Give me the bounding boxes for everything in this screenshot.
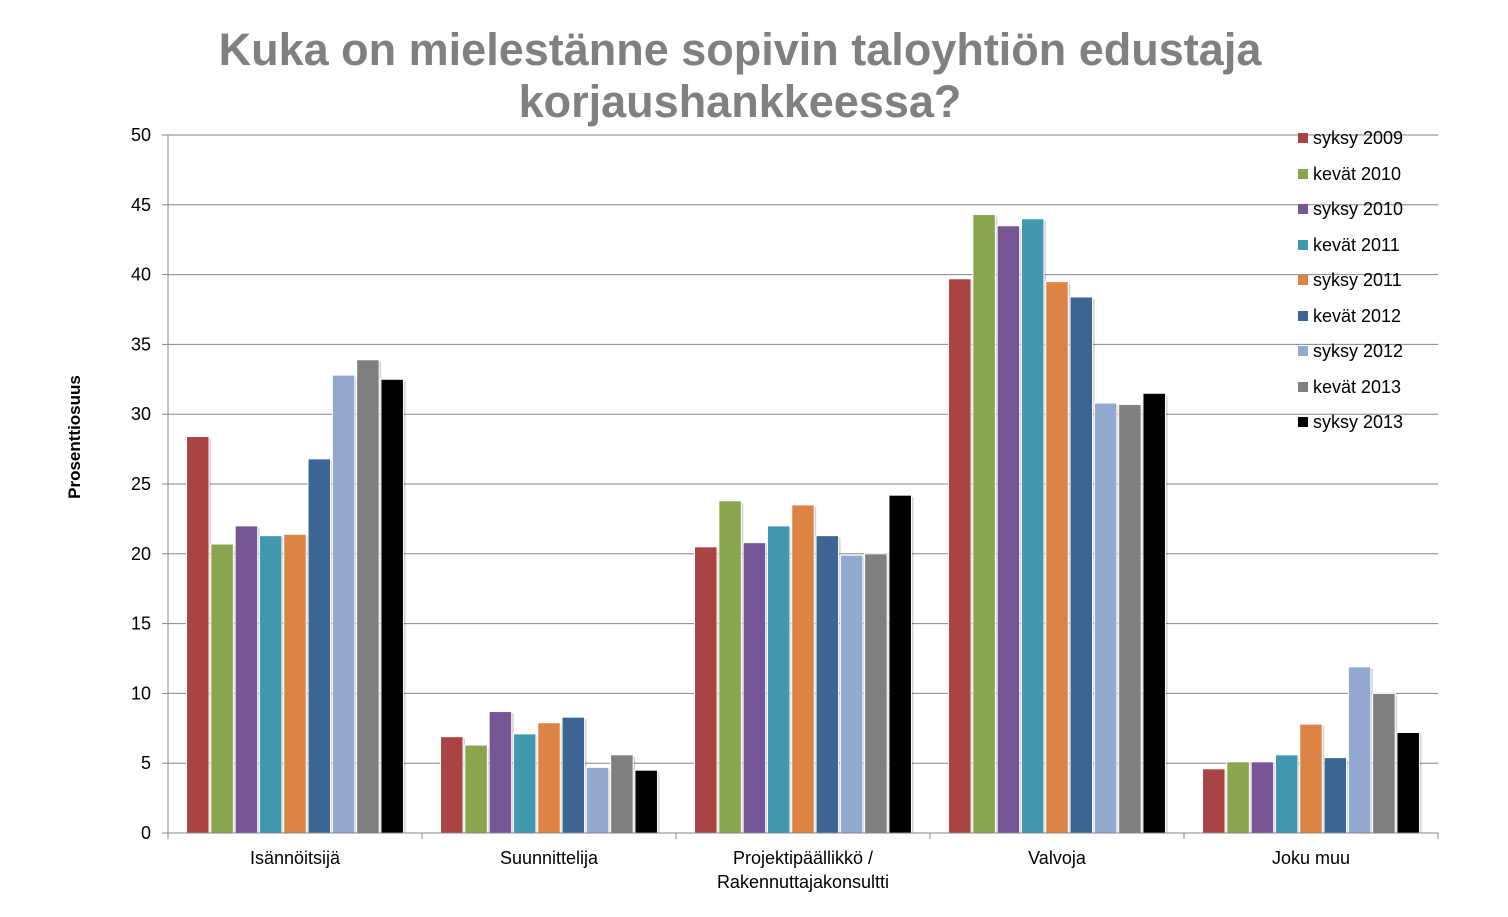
x-tick-label: Projektipäällikkö / Rakennuttajakonsultti [717, 848, 889, 892]
bar [996, 225, 1021, 834]
x-tick-label: Suunnittelija [500, 848, 599, 868]
bar [380, 378, 404, 834]
y-axis-label: Prosenttiosuus [65, 375, 84, 499]
legend-swatch [1298, 346, 1308, 356]
axes: 0 5 10 15 20 25 30 35 40 45 50 Isännöitsijä Suunnitt… [131, 125, 1439, 892]
x-tick-label-line: Joku muu [1272, 848, 1350, 868]
bar [464, 744, 488, 834]
bar [634, 769, 658, 834]
bar [864, 553, 888, 834]
x-tick-label-line: Projektipäällikkö / [733, 848, 873, 868]
legend-label: syksy 2012 [1313, 341, 1404, 361]
bars [186, 214, 1422, 834]
bar [948, 278, 972, 834]
legend-label: syksy 2013 [1313, 412, 1404, 432]
bar [283, 533, 307, 834]
legend-label: kevät 2012 [1313, 305, 1402, 326]
bar [791, 504, 815, 834]
bar [815, 535, 840, 834]
y-tick-label: 30 [131, 404, 151, 424]
bar [1323, 757, 1348, 834]
bar [331, 374, 356, 834]
y-tick-label: 5 [141, 753, 151, 773]
bar [1093, 402, 1118, 834]
x-tick-label-line: Rakennuttajakonsultti [717, 872, 889, 892]
bar [610, 754, 634, 834]
y-tick-label: 50 [131, 125, 151, 145]
y-tick-label: 35 [131, 334, 151, 354]
y-tick-label: 40 [131, 265, 151, 285]
chart-title: Kuka on mielestänne sopivin taloyhtiön e… [0, 24, 1480, 128]
bar [585, 766, 610, 834]
legend-swatch [1298, 239, 1308, 250]
legend-swatch [1298, 381, 1308, 392]
x-tick-label-line: Isännöitsijä [250, 848, 341, 868]
bar [1226, 761, 1250, 834]
bar [1202, 768, 1226, 834]
bar [694, 546, 718, 834]
legend-label: kevät 2011 [1313, 234, 1400, 255]
bar [1299, 723, 1323, 834]
legend-swatch [1298, 204, 1308, 214]
bar [488, 711, 513, 834]
bar [258, 535, 283, 834]
bar [1142, 392, 1166, 834]
legend-swatch [1298, 168, 1308, 179]
x-tick-label-line: Valvoja [1028, 848, 1087, 868]
x-tick-label: Valvoja [1028, 848, 1087, 868]
legend-swatch [1298, 275, 1308, 285]
legend-swatch [1298, 133, 1308, 143]
bar [766, 525, 791, 834]
chart-title-line-2: korjaushankkeessa? [518, 76, 962, 127]
bar [839, 554, 864, 834]
bar [1118, 403, 1142, 834]
y-tick-label: 45 [131, 195, 151, 215]
bar [512, 733, 537, 834]
bar [1020, 218, 1045, 834]
bar [1250, 761, 1275, 834]
bar [537, 722, 561, 834]
legend-label: kevät 2010 [1313, 163, 1402, 184]
bar [356, 359, 380, 834]
bar [972, 214, 996, 834]
x-tick-label: Joku muu [1272, 848, 1350, 868]
bar [307, 458, 332, 834]
bar [1372, 692, 1396, 834]
x-tick-label: Isännöitsijä [250, 848, 341, 868]
bar [742, 542, 767, 834]
legend-label: syksy 2009 [1313, 128, 1404, 148]
legend-label: syksy 2011 [1313, 270, 1402, 290]
bar [718, 500, 742, 834]
legend-label: kevät 2013 [1313, 376, 1402, 397]
bar [888, 494, 912, 834]
bar [1347, 666, 1372, 834]
y-tick-label: 20 [131, 544, 151, 564]
bar [1396, 731, 1420, 834]
bar [1069, 296, 1094, 834]
bar [234, 525, 259, 834]
bar [1274, 754, 1299, 834]
x-tick-label-line: Suunnittelija [500, 848, 599, 868]
y-tick-label: 15 [131, 614, 151, 634]
bar [440, 736, 464, 834]
bar [1045, 281, 1069, 834]
legend-label: syksy 2010 [1313, 199, 1404, 219]
legend-swatch [1298, 417, 1308, 427]
legend-swatch [1298, 310, 1308, 321]
y-tick-label: 25 [131, 474, 151, 494]
bar [561, 716, 586, 834]
y-tick-label: 0 [141, 823, 151, 843]
chart-title-line-1: Kuka on mielestänne sopivin taloyhtiön e… [218, 24, 1262, 75]
bar [210, 543, 234, 834]
bar [186, 436, 210, 834]
y-tick-label: 10 [131, 683, 151, 703]
